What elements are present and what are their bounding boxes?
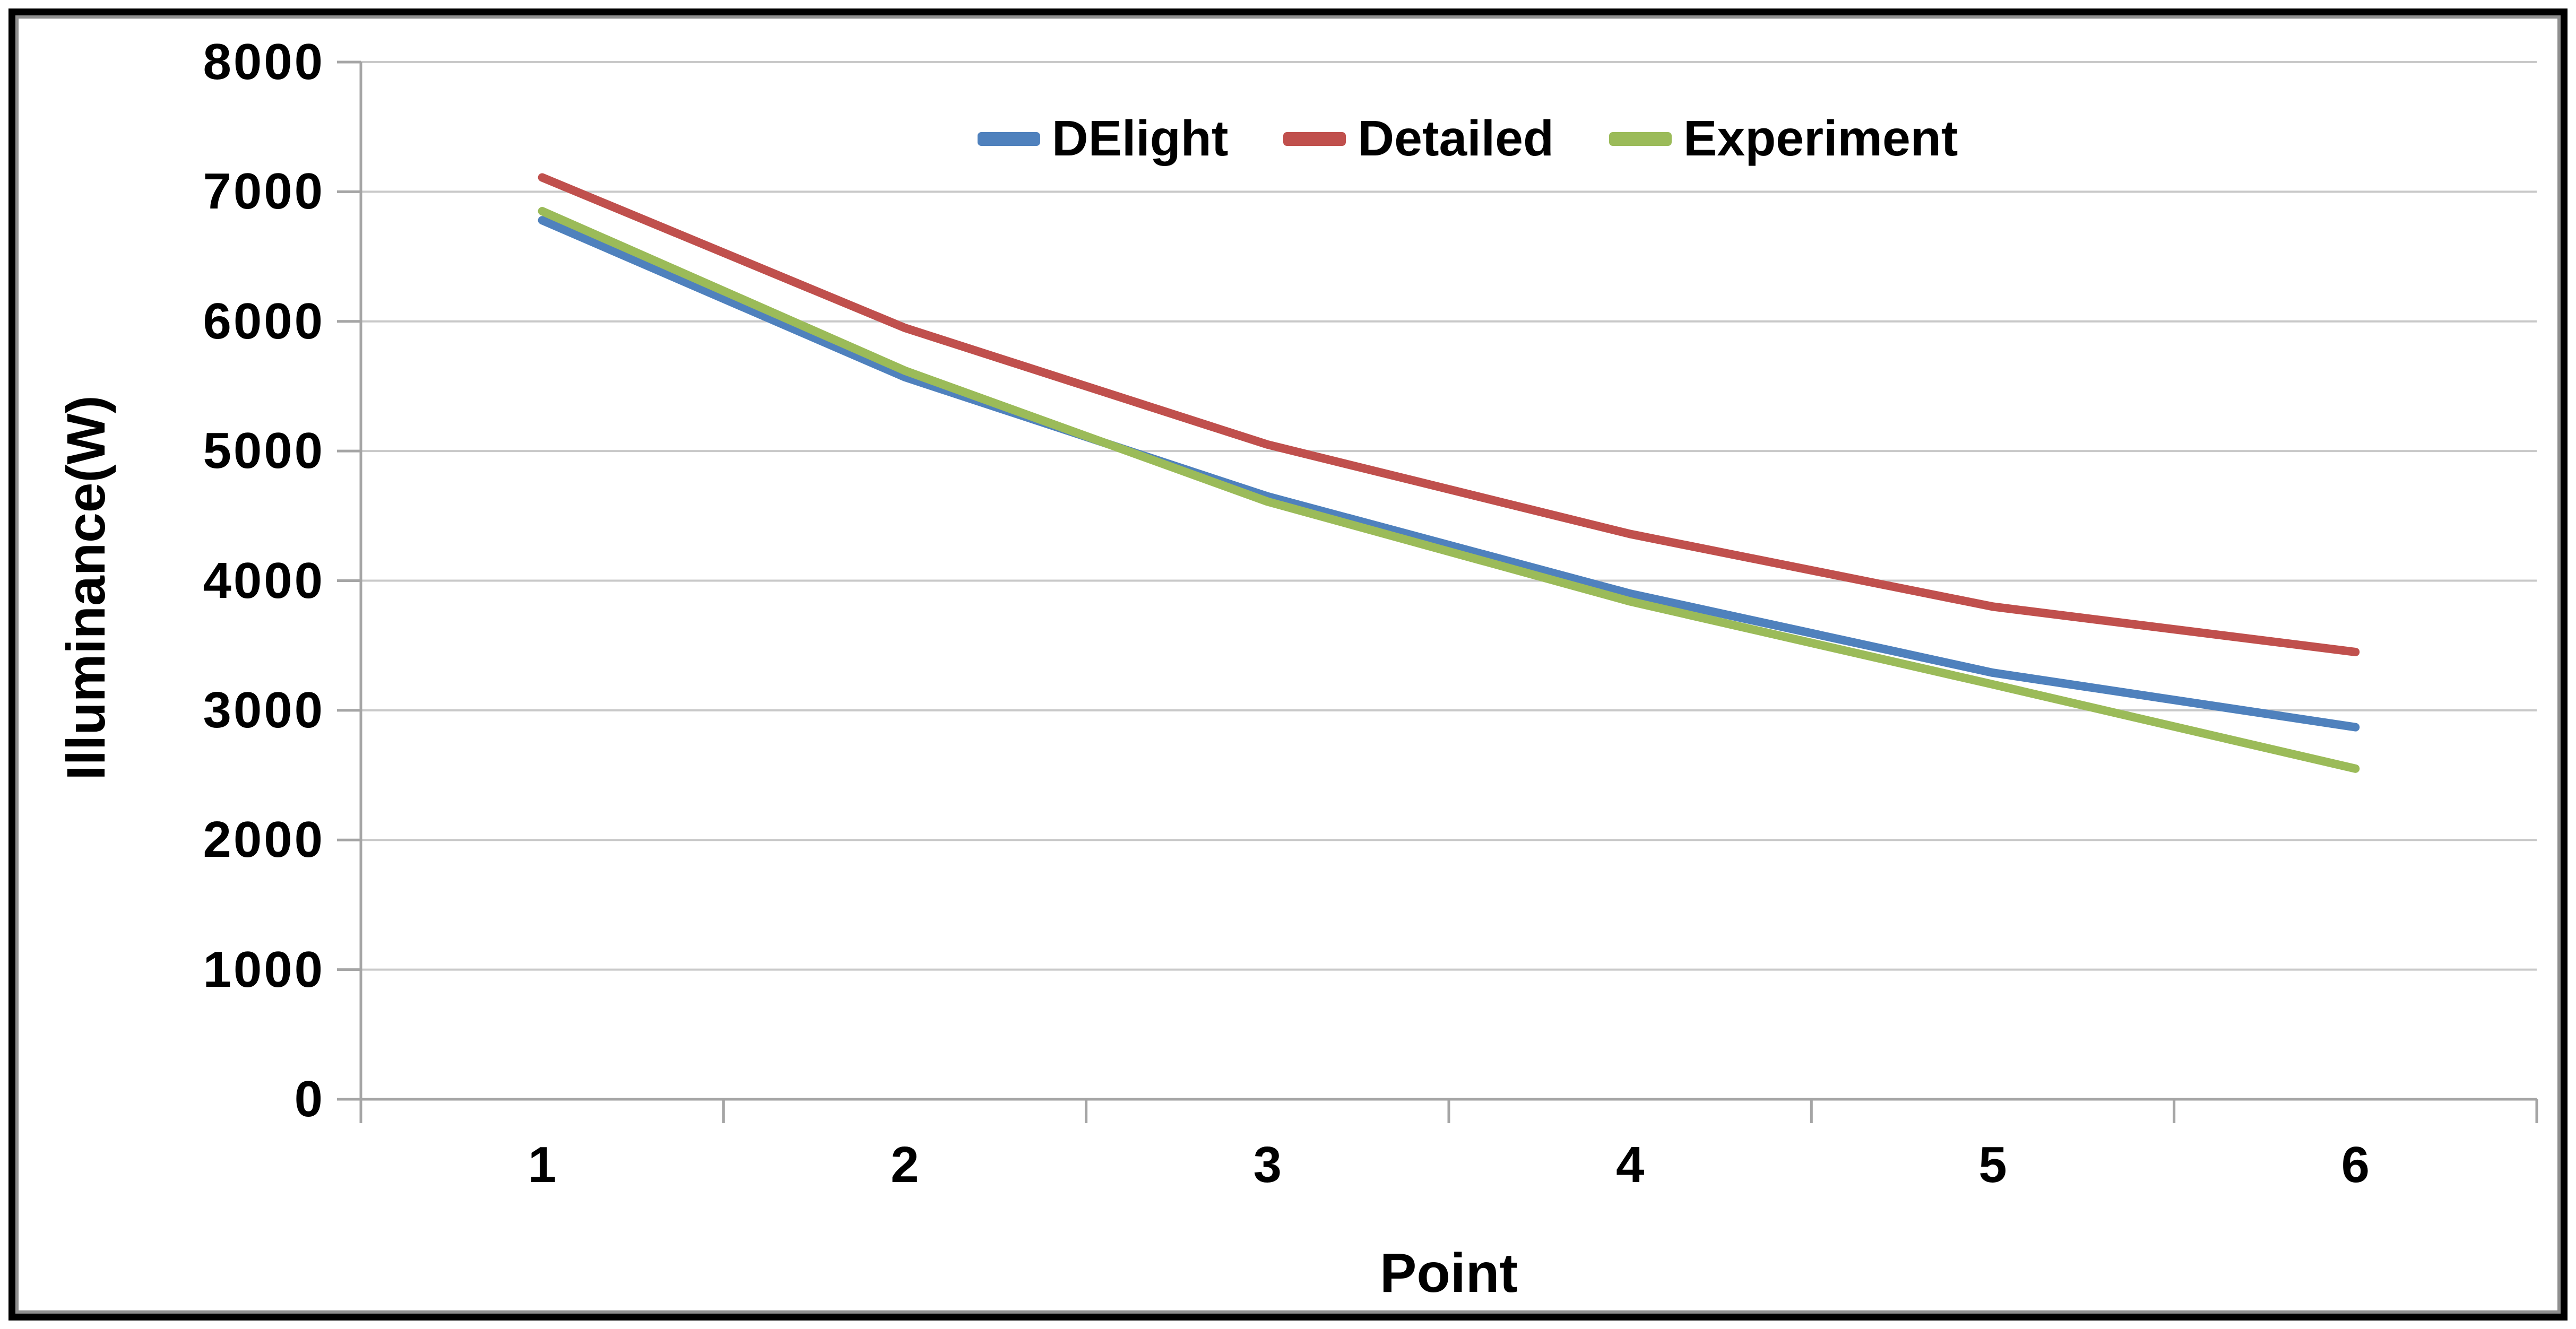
legend-line-swatch bbox=[1283, 132, 1346, 146]
legend-label: DElight bbox=[1052, 110, 1229, 167]
legend-line-swatch bbox=[1609, 132, 1672, 146]
legend: DElight Detailed Experiment bbox=[978, 114, 1958, 164]
y-tick-label: 6000 bbox=[203, 292, 325, 350]
y-tick-label: 1000 bbox=[203, 941, 325, 998]
y-axis-labels: 0 1000 2000 3000 4000 5000 6000 7000 8000 bbox=[0, 0, 325, 1329]
y-tick-label: 0 bbox=[294, 1071, 325, 1127]
y-tick-label: 5000 bbox=[203, 422, 325, 480]
y-axis-title: Illuminance(W) bbox=[56, 395, 116, 780]
legend-item-DElight: DElight bbox=[978, 114, 1228, 164]
y-tick-label: 2000 bbox=[203, 811, 325, 868]
x-tick-label: 2 bbox=[891, 1136, 919, 1193]
series-line-Detailed bbox=[538, 173, 2360, 656]
y-tick-label: 8000 bbox=[203, 33, 325, 90]
legend-item-Experiment: Experiment bbox=[1609, 114, 1958, 164]
series-line-Experiment bbox=[538, 207, 2360, 773]
x-tick-label: 1 bbox=[528, 1136, 557, 1193]
y-tick-label: 7000 bbox=[203, 163, 325, 220]
x-tick-label: 6 bbox=[2341, 1136, 2370, 1193]
legend-line-swatch bbox=[978, 132, 1040, 146]
legend-label: Experiment bbox=[1683, 110, 1958, 167]
x-tick-label: 3 bbox=[1253, 1136, 1282, 1193]
series-line-DElight bbox=[538, 216, 2360, 732]
x-axis-title: Point bbox=[1380, 1243, 1518, 1304]
x-tick-label: 4 bbox=[1615, 1136, 1645, 1193]
y-tick-label: 4000 bbox=[203, 552, 325, 609]
x-tick-label: 5 bbox=[1978, 1136, 2007, 1193]
legend-label: Detailed bbox=[1358, 110, 1554, 167]
y-tick-label: 3000 bbox=[203, 681, 325, 739]
legend-item-Detailed: Detailed bbox=[1283, 114, 1554, 164]
